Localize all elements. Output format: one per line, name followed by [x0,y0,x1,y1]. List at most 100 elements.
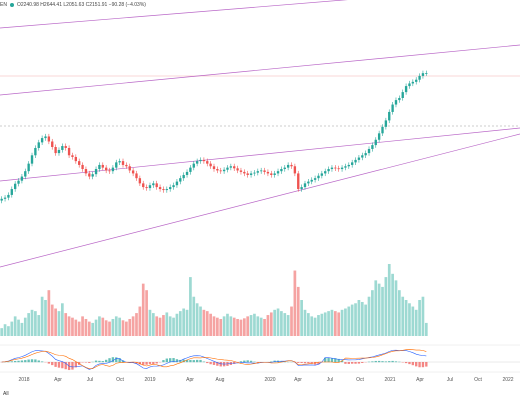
volume-bar [189,277,192,336]
volume-bar [17,320,20,336]
macd-histogram-bar [412,362,414,365]
candle-body [364,153,366,155]
candle-body [71,155,73,157]
ohlc-values: O2240.98 H2644.41 L2051.63 C2151.91 −90.… [17,2,146,8]
volume-bar [165,312,168,336]
macd-histogram-bar [145,362,147,365]
candle-body [4,198,6,199]
macd-histogram-bar [348,362,350,364]
volume-bar [246,316,249,336]
bottom-toolbar: All [0,388,520,400]
candle-body [135,173,137,178]
volume-bar [162,315,165,336]
macd-histogram-bar [395,361,397,362]
candle-body [159,187,161,189]
candle-body [193,164,195,168]
candle-body [220,170,222,171]
channel-bottom-line [0,134,520,267]
volume-bar [230,316,233,336]
macd-histogram-bar [209,362,211,364]
candle-body [122,161,124,165]
candle-body [44,136,46,138]
time-tick-label: Aug [216,377,225,383]
candle-body [41,138,43,142]
candle-body [378,133,380,139]
time-tick-label: Apr [294,377,302,383]
time-tick-label: 2018 [18,377,29,383]
volume-bar [203,310,206,336]
time-tick-label: 2020 [264,377,275,383]
volume-bar [142,284,145,336]
macd-histogram-bar [61,362,63,368]
time-tick-label: 2019 [144,377,155,383]
volume-bar [391,274,394,336]
time-tick-label: Jul [447,377,453,383]
candle-body [408,83,410,86]
candle-body [412,82,414,84]
volume-bar [388,264,391,336]
volume-bar [307,313,310,336]
macd-histogram-bar [31,359,33,362]
volume-bar [381,287,384,336]
candle-body [368,149,370,153]
volume-bar [27,313,30,336]
macd-histogram-bar [199,360,201,362]
volume-bar [320,314,323,336]
volume-bar [334,311,337,336]
candle-body [341,168,343,169]
candle-body [398,98,400,100]
volume-bar [74,320,77,336]
volume-bar [398,290,401,336]
candle-body [1,199,3,201]
volume-bar [44,300,47,336]
candle-body [375,140,377,145]
volume-bar [280,311,283,336]
macd-histogram-bar [102,361,104,362]
candle-body [182,175,184,178]
volume-bar [199,307,202,336]
candle-body [233,166,235,168]
volume-bar [91,323,94,336]
volume-bar [88,322,91,336]
volume-bar [317,315,320,336]
candle-body [7,195,9,198]
macd-histogram-bar [247,360,249,362]
macd-histogram-bar [250,361,252,362]
range-all-button[interactable]: All [3,391,9,397]
candle-body [260,170,262,171]
candle-body [338,168,340,169]
candle-body [418,76,420,80]
candle-body [65,146,67,148]
candle-body [54,147,56,153]
candle-body [371,145,373,149]
volume-bar [186,310,189,336]
volume-bar [236,319,239,336]
candle-body [354,160,356,162]
volume-bar [95,320,98,336]
macd-histogram-bar [71,362,73,370]
candle-body [115,162,117,167]
candle-body [300,187,302,189]
candle-body [226,168,228,170]
macd-histogram-bar [361,362,363,363]
candle-body [331,168,333,169]
candle-body [290,165,292,166]
volume-bar [277,309,280,336]
volume-bar [243,318,246,336]
candle-body [166,189,168,190]
volume-bar [405,300,408,336]
macd-histogram-bar [149,362,151,364]
candle-body [270,173,272,175]
volume-bar [71,318,74,336]
macd-histogram-bar [253,362,255,363]
volume-bar [331,310,334,336]
volume-bar [24,318,27,336]
candle-body [196,161,198,164]
volume-bar [253,314,256,336]
volume-bar [4,324,7,336]
candle-body [213,166,215,169]
macd-histogram-bar [378,361,380,362]
volume-bar [152,313,155,336]
